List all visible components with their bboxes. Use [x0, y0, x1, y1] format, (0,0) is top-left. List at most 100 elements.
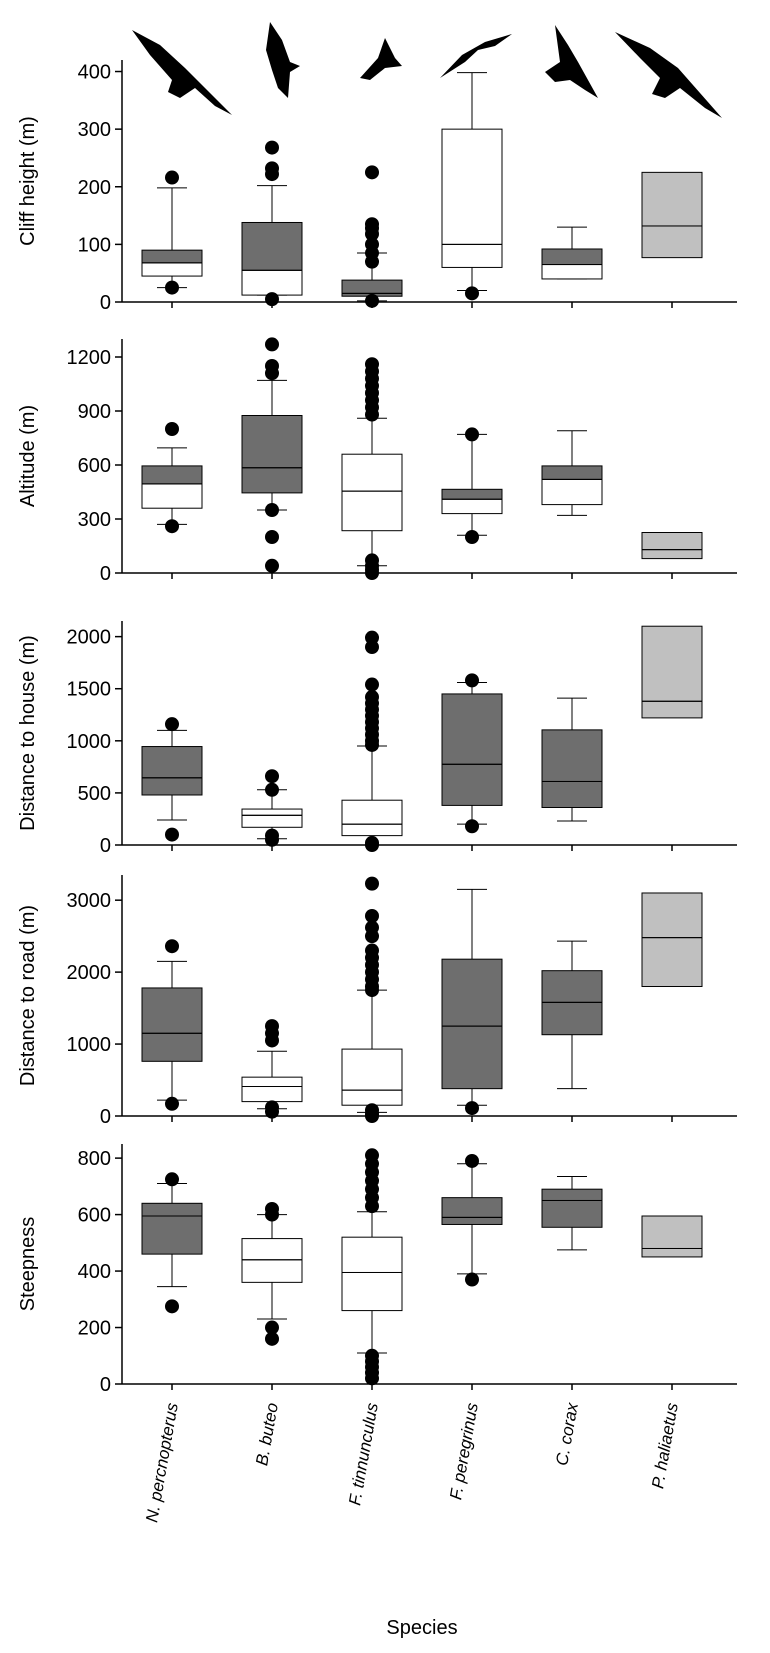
- outlier: [165, 1299, 179, 1314]
- outlier: [165, 717, 179, 732]
- y-tick-label: 300: [78, 119, 111, 141]
- box-plot: [341, 876, 403, 1123]
- outlier: [165, 939, 179, 954]
- box-plot: [341, 1148, 403, 1386]
- outlier: [265, 337, 279, 352]
- outlier: [365, 640, 379, 655]
- box-plot: [641, 532, 703, 560]
- box-lower: [141, 483, 203, 509]
- outlier: [165, 519, 179, 534]
- box-plot: [441, 72, 503, 301]
- box-lower: [541, 264, 603, 280]
- outlier: [365, 983, 379, 998]
- box-upper: [641, 1215, 703, 1249]
- outlier: [365, 737, 379, 752]
- bird-icon: [545, 25, 598, 98]
- y-tick-label: 100: [78, 234, 111, 256]
- box-upper: [241, 221, 303, 271]
- y-tick-label: 0: [100, 1374, 111, 1396]
- box-plot: [441, 888, 503, 1116]
- y-tick-label: 500: [78, 783, 111, 805]
- box-lower: [141, 1032, 203, 1062]
- outlier: [265, 1104, 279, 1119]
- box-lower: [441, 498, 503, 515]
- box-upper: [141, 249, 203, 264]
- box-lower: [141, 1215, 203, 1255]
- outlier: [165, 827, 179, 842]
- box-upper: [241, 415, 303, 469]
- box-plot: [641, 892, 703, 988]
- bird-icon: [615, 32, 722, 118]
- box-plot: [441, 673, 503, 834]
- box-lower: [341, 823, 403, 837]
- y-axis-label: Steepness: [17, 1217, 39, 1312]
- outlier: [265, 1331, 279, 1346]
- x-tick-label: N. percnopterus: [142, 1401, 182, 1524]
- box-upper: [641, 625, 703, 702]
- box-plot: [541, 1175, 603, 1251]
- x-tick-label: B. buteo: [252, 1401, 282, 1467]
- box-plot: [241, 1201, 303, 1346]
- box-upper: [341, 453, 403, 492]
- box-plot: [141, 170, 203, 295]
- y-tick-label: 800: [78, 1148, 111, 1170]
- y-axis-label: Altitude (m): [17, 405, 39, 507]
- box-lower: [441, 243, 503, 268]
- y-tick-label: 400: [78, 1261, 111, 1283]
- box-lower: [441, 1025, 503, 1090]
- box-upper: [541, 970, 603, 1003]
- box-lower: [141, 262, 203, 277]
- outlier: [465, 1272, 479, 1287]
- outlier: [365, 566, 379, 580]
- box-plot: [241, 769, 303, 847]
- box-plot: [241, 337, 303, 573]
- outlier: [465, 1101, 479, 1116]
- box-upper: [141, 1202, 203, 1217]
- outlier: [365, 677, 379, 692]
- x-tick-label: F. peregrinus: [446, 1401, 482, 1501]
- outlier: [465, 530, 479, 544]
- outlier: [265, 1320, 279, 1335]
- outlier: [165, 422, 179, 436]
- box-lower: [641, 225, 703, 259]
- outlier: [465, 673, 479, 688]
- y-tick-label: 200: [78, 177, 111, 199]
- box-lower: [541, 1199, 603, 1228]
- box-lower: [641, 700, 703, 719]
- outlier: [465, 819, 479, 834]
- y-tick-label: 600: [78, 455, 111, 477]
- outlier: [365, 165, 379, 180]
- outlier: [265, 782, 279, 797]
- y-tick-label: 0: [100, 292, 111, 314]
- y-tick-label: 1000: [67, 1034, 112, 1056]
- box-upper: [541, 1188, 603, 1201]
- outlier: [365, 1199, 379, 1214]
- y-tick-label: 1000: [67, 731, 112, 753]
- box-lower: [441, 763, 503, 806]
- box-lower: [341, 1271, 403, 1312]
- box-upper: [441, 128, 503, 245]
- box-upper: [341, 279, 403, 294]
- box-plot: [441, 1153, 503, 1287]
- outlier: [265, 292, 279, 307]
- y-tick-label: 2000: [67, 962, 112, 984]
- y-tick-label: 0: [100, 563, 111, 585]
- outlier: [265, 503, 279, 517]
- y-tick-label: 2000: [67, 627, 112, 649]
- outlier: [365, 227, 379, 242]
- box-upper: [441, 958, 503, 1027]
- box-lower: [241, 467, 303, 494]
- outlier: [165, 280, 179, 295]
- outlier: [165, 170, 179, 185]
- x-tick-label: C. corax: [552, 1401, 582, 1467]
- box-upper: [141, 987, 203, 1034]
- outlier: [365, 909, 379, 924]
- outlier: [265, 1033, 279, 1048]
- y-tick-label: 600: [78, 1205, 111, 1227]
- box-lower: [641, 1247, 703, 1258]
- outlier: [265, 558, 279, 573]
- outlier: [265, 530, 279, 544]
- box-lower: [241, 814, 303, 828]
- outlier: [465, 286, 479, 301]
